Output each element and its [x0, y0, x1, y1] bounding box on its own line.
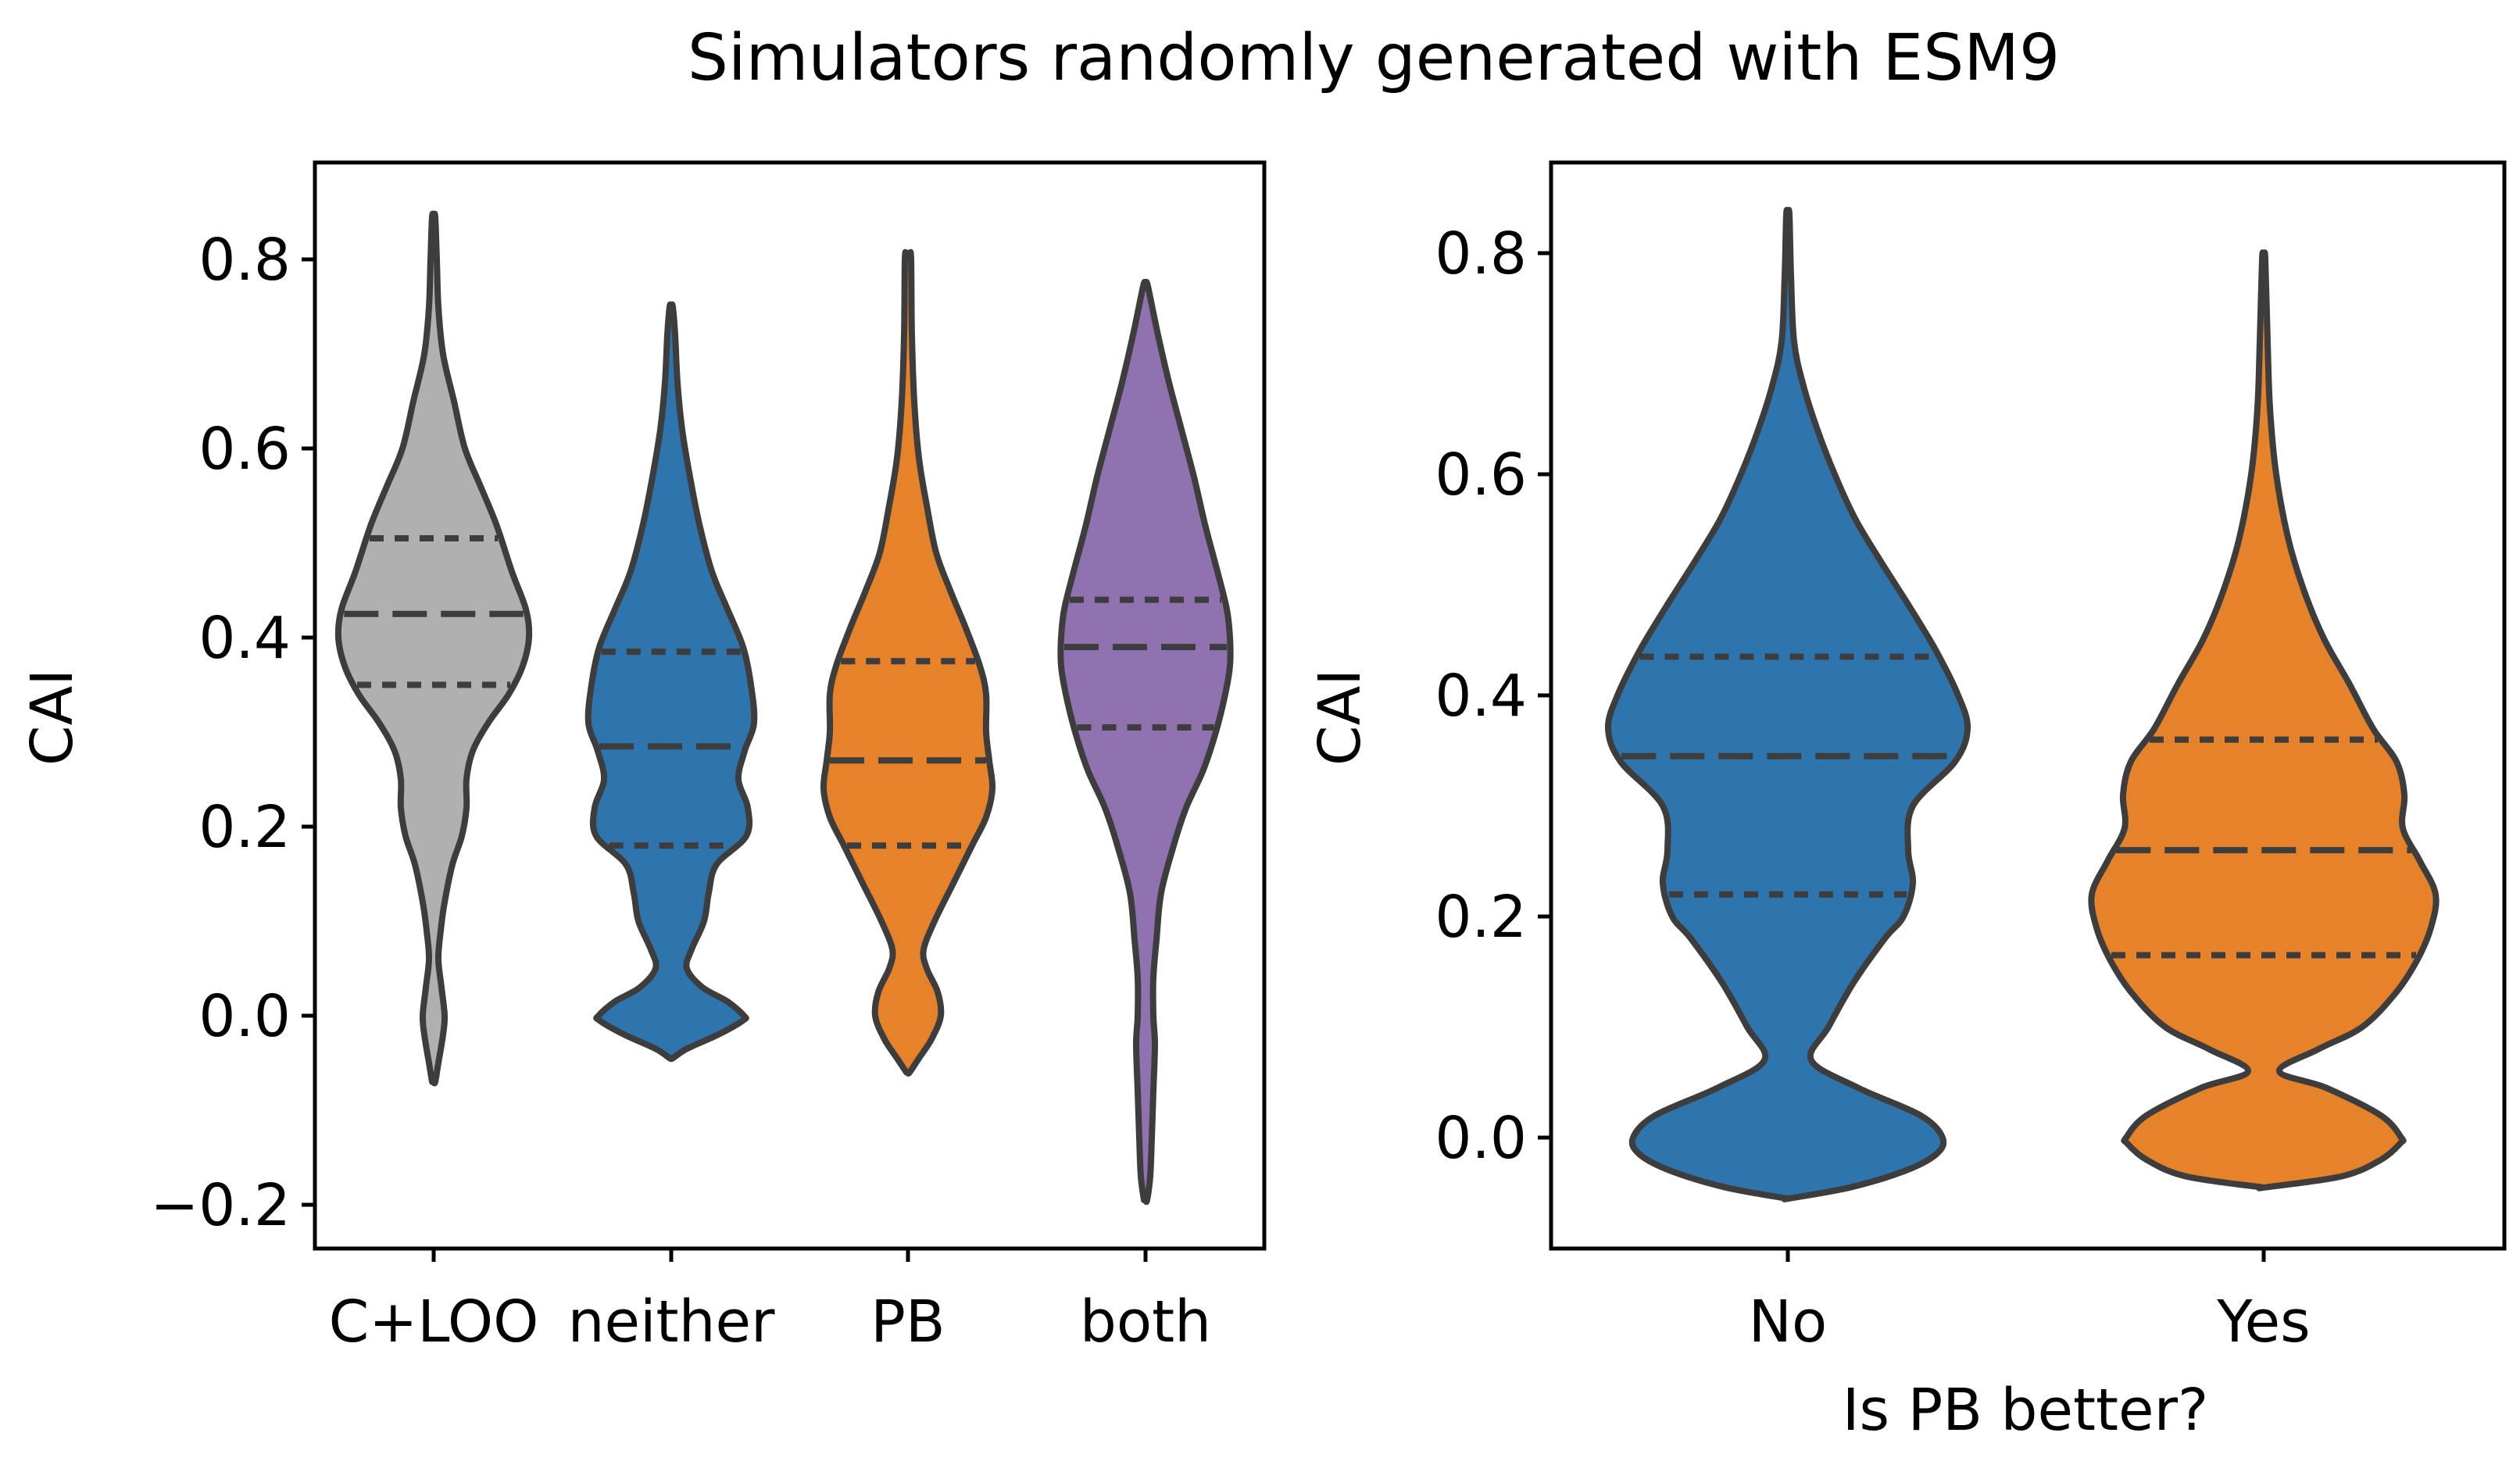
left-x-ticks: C+LOO neither PB both	[329, 1249, 1211, 1356]
right-ytick-label: 0.8	[1435, 220, 1527, 288]
right-xtick-label: No	[1749, 1288, 1828, 1356]
left-ytick-label: −0.2	[150, 1172, 291, 1239]
left-plot-frame	[313, 160, 1267, 1251]
right-ytick-label: 0.6	[1435, 441, 1527, 509]
right-ytick-label: 0.0	[1435, 1105, 1527, 1172]
figure-title: Simulators randomly generated with ESM9	[688, 21, 2060, 95]
violin-c-loo	[334, 210, 533, 1087]
left-violins	[334, 210, 1234, 1206]
left-ytick-label: 0.6	[198, 416, 291, 483]
violin-yes	[2088, 249, 2440, 1192]
right-x-axis-label: Is PB better?	[1843, 1377, 2209, 1444]
violin-neither	[584, 301, 758, 1063]
left-xtick-label: PB	[870, 1288, 945, 1356]
violin-both	[1057, 278, 1234, 1206]
left-ytick-label: 0.4	[198, 605, 291, 672]
left-ytick-label: 0.2	[198, 794, 291, 861]
right-y-ticks: 0.8 0.6 0.4 0.2 0.0	[1435, 220, 1551, 1172]
left-ytick-label: 0.0	[198, 983, 291, 1050]
violin-pb	[820, 248, 996, 1077]
left-xtick-label: neither	[568, 1288, 775, 1356]
right-y-axis-label: CAI	[1306, 669, 1374, 766]
right-ytick-label: 0.4	[1435, 663, 1527, 730]
right-ytick-label: 0.2	[1435, 884, 1527, 951]
left-ytick-label: 0.8	[198, 227, 291, 294]
left-violin-panel: CAI 0.8 0.6 0.4 0.2 0.0 −0.2 C+LOO neith…	[19, 160, 1267, 1356]
left-xtick-label: C+LOO	[329, 1288, 539, 1356]
right-xtick-label: Yes	[2216, 1288, 2310, 1356]
right-violin-panel: CAI 0.8 0.6 0.4 0.2 0.0 No Yes Is PB bet…	[1306, 160, 2507, 1444]
left-y-axis-label: CAI	[19, 669, 86, 766]
left-xtick-label: both	[1080, 1288, 1211, 1356]
right-x-ticks: No Yes	[1749, 1249, 2311, 1356]
left-y-ticks: 0.8 0.6 0.4 0.2 0.0 −0.2	[150, 227, 315, 1239]
violin-no	[1604, 206, 1971, 1202]
right-violins	[1604, 206, 2440, 1202]
right-plot-frame	[1549, 160, 2507, 1251]
